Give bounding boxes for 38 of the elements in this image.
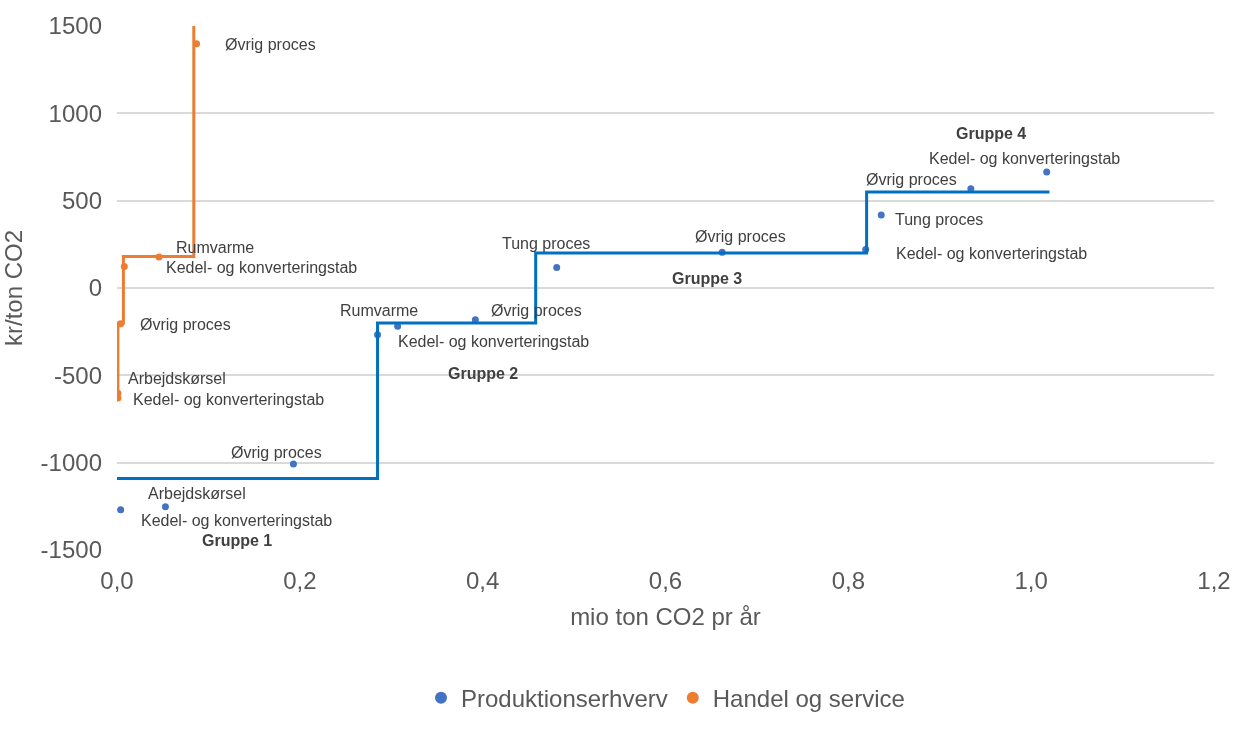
annotation: Kedel- og konverteringstab [166,259,358,276]
x-tick-label: 0,0 [100,567,134,594]
annotation: Kedel- og konverteringstab [929,150,1121,167]
x-tick-label: 1,0 [1014,567,1048,594]
annotation: Kedel- og konverteringstab [133,391,325,408]
annotation: Gruppe 3 [672,270,743,287]
annotation: Øvrig proces [866,171,957,188]
y-tick-label: 0 [88,274,102,302]
annotation: Kedel- og konverteringstab [141,512,333,529]
y-tick-label: 1500 [48,12,102,40]
annotation: Kedel- og konverteringstab [896,245,1088,262]
y-tick-label: -1500 [40,536,102,564]
annotation: Tung proces [502,235,591,252]
annotation: Øvrig proces [140,316,231,333]
annotation: Gruppe 4 [956,125,1027,142]
y-tick-label: 500 [61,187,102,215]
x-axis-title: mio ton CO2 pr år [570,603,761,631]
annotation: Tung proces [895,211,984,228]
annotation: Arbejdskørsel [148,485,246,502]
x-tick-label: 0,4 [465,567,500,594]
annotation: Arbejdskørsel [128,370,226,387]
annotation: Kedel- og konverteringstab [398,333,590,350]
legend-label: Handel og service [712,685,905,713]
legend-label: Produktionserhverv [461,685,668,713]
y-tick-label: 1000 [48,99,102,127]
annotation: Øvrig proces [231,444,322,461]
annotation: Øvrig proces [695,228,786,245]
annotation: Gruppe 2 [448,365,519,382]
x-tick-label: 0,2 [283,567,317,594]
y-tick-label: -500 [53,361,102,389]
annotation: Gruppe 1 [202,532,273,549]
x-tick-label: 1,2 [1197,567,1231,594]
y-tick-label: -1000 [40,449,102,477]
x-tick-label: 0,6 [648,567,683,594]
x-tick-label: 0,8 [831,567,866,594]
annotation: Rumvarme [340,302,419,319]
annotation: Øvrig proces [225,36,316,53]
y-axis-title: kr/ton CO2 [0,229,27,347]
